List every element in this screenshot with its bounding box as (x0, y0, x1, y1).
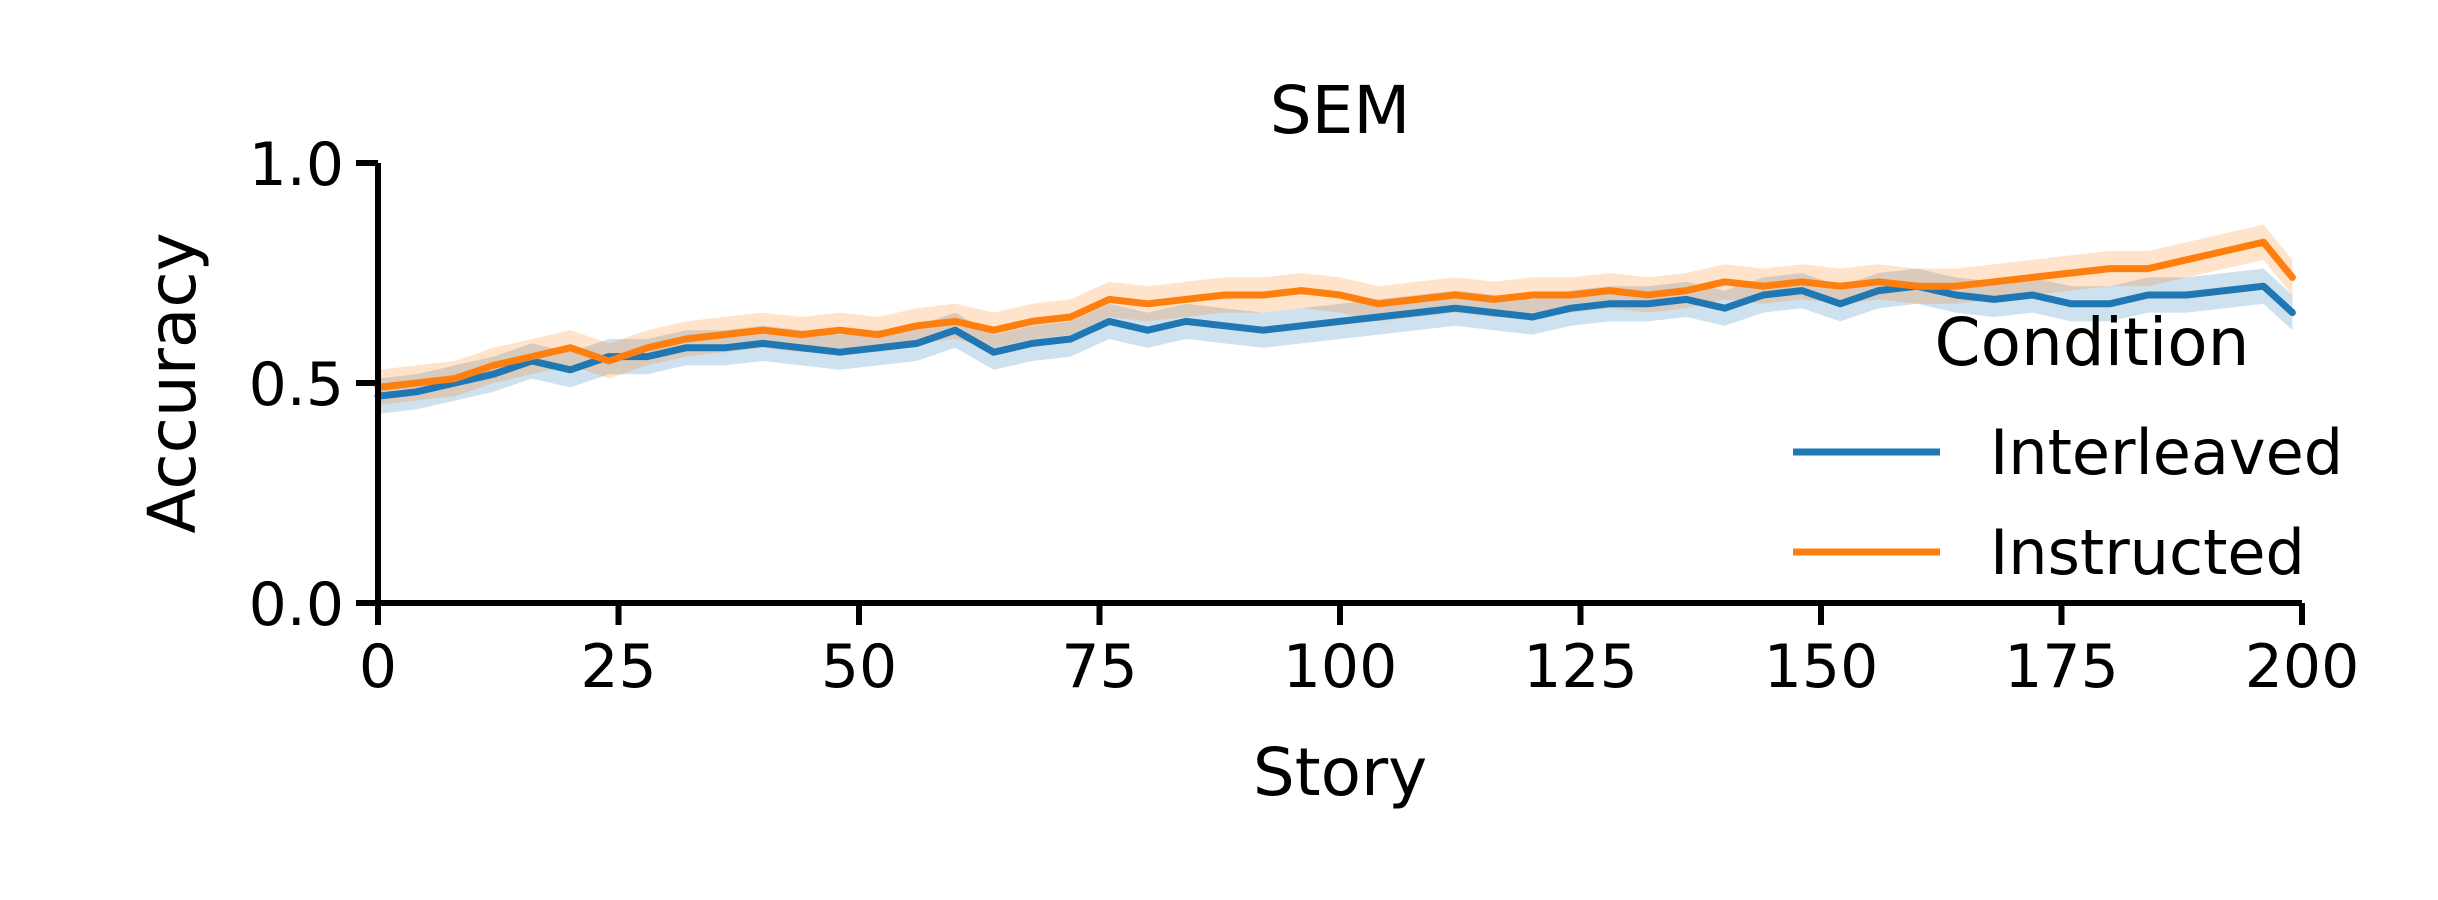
y-tick-label: 1.0 (249, 130, 344, 200)
x-axis-label: Story (1253, 734, 1427, 811)
legend-label-instructed: Instructed (1990, 516, 2305, 589)
x-tick-label: 50 (821, 632, 897, 702)
plot-area (374, 224, 2296, 414)
band-instructed (378, 224, 2293, 405)
band-interleaved (378, 268, 2293, 414)
series-lines (374, 238, 2296, 400)
x-tick-label: 100 (1283, 632, 1398, 702)
confidence-bands (378, 224, 2293, 414)
y-tick-label: 0.5 (249, 350, 344, 420)
legend-title: Condition (1935, 304, 2250, 381)
legend: Condition Interleaved Instructed (1793, 304, 2343, 589)
x-tick-label: 0 (359, 632, 397, 702)
x-tick-label: 25 (580, 632, 656, 702)
x-tick-label: 175 (2004, 632, 2119, 702)
y-tick-label: 0.0 (249, 570, 344, 640)
series-line-interleaved (374, 282, 2296, 400)
legend-label-interleaved: Interleaved (1990, 416, 2343, 489)
y-axis-label: Accuracy (134, 232, 211, 533)
x-tick-label: 125 (1523, 632, 1638, 702)
x-ticks: 0 25 50 75 100 125 150 175 200 (359, 603, 2359, 702)
x-tick-label: 75 (1061, 632, 1137, 702)
x-tick-label: 200 (2245, 632, 2360, 702)
y-ticks: 0.0 0.5 1.0 (249, 130, 378, 640)
series-line-instructed (374, 238, 2296, 391)
legend-items: Interleaved Instructed (1793, 416, 2343, 589)
x-tick-label: 150 (1764, 632, 1879, 702)
chart-title: SEM (1270, 72, 1411, 149)
